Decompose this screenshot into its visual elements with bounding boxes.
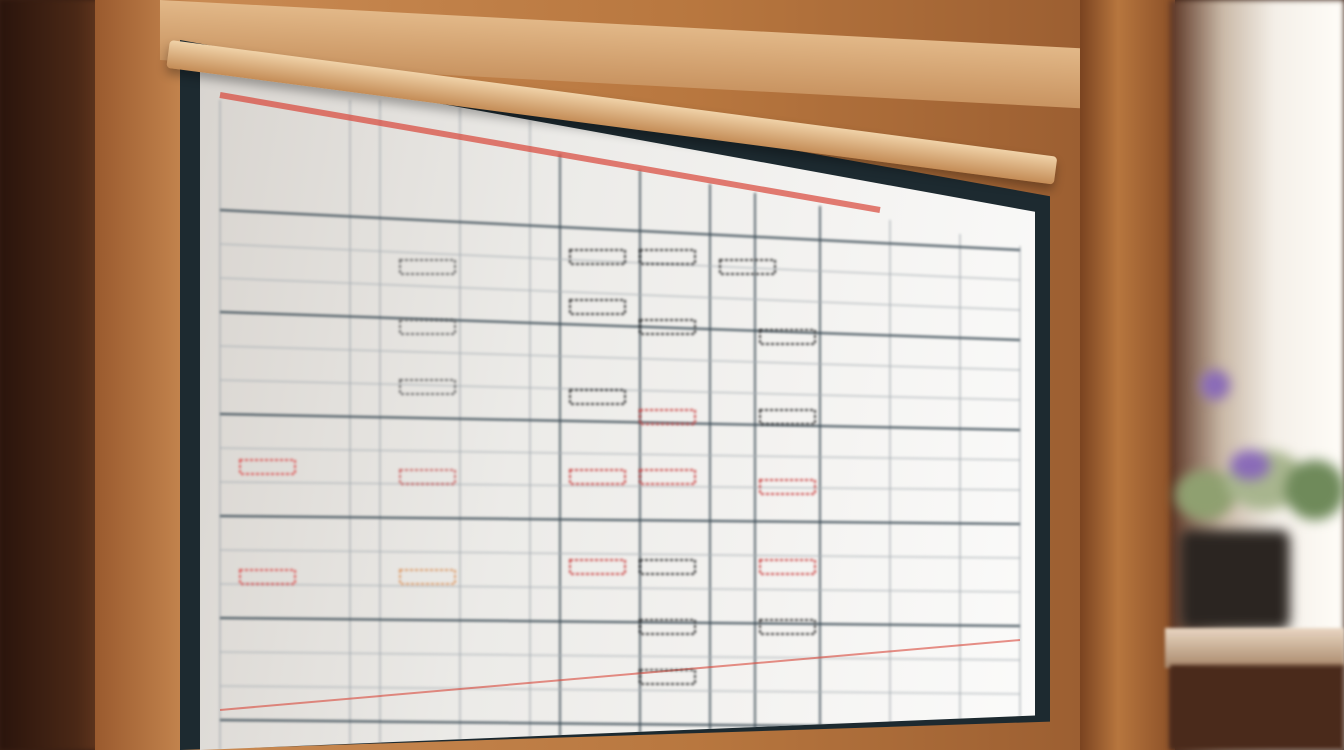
window-sill xyxy=(1165,628,1344,668)
scribble-mark xyxy=(759,619,816,635)
grid-row-line xyxy=(219,447,1021,461)
header-red-band xyxy=(219,92,881,213)
grid-row-line xyxy=(219,617,1021,627)
scribble-mark xyxy=(639,249,696,265)
dark-wall xyxy=(0,0,110,750)
grid-row-line xyxy=(219,481,1021,491)
scribble-mark xyxy=(639,319,696,335)
board-surface xyxy=(200,60,1035,750)
grid-row-line xyxy=(219,413,1021,431)
scribble-mark xyxy=(239,569,296,585)
scribble-mark xyxy=(569,299,626,315)
scribble-mark xyxy=(639,559,696,575)
scribble-mark xyxy=(759,479,816,495)
grid-lines xyxy=(219,100,1021,750)
grid-row-line xyxy=(219,549,1021,559)
scribble-mark xyxy=(399,319,456,335)
scribble-mark xyxy=(639,409,696,425)
grid-row-line xyxy=(219,685,1021,695)
scribble-mark xyxy=(569,559,626,575)
grid-row-line xyxy=(219,583,1021,593)
wooden-post xyxy=(1080,0,1175,750)
grid-row-line xyxy=(219,243,1021,281)
red-line xyxy=(219,639,1021,711)
grid-row-line xyxy=(219,651,1021,661)
scribble-mark xyxy=(399,569,456,585)
grid-row-line xyxy=(219,311,1021,341)
scribble-mark xyxy=(759,559,816,575)
grid-row-line xyxy=(219,345,1021,371)
grid-row-line xyxy=(219,515,1021,525)
handwritten-marks xyxy=(239,249,816,685)
scribble-mark xyxy=(569,249,626,265)
potted-plant xyxy=(1175,370,1344,630)
scribble-mark xyxy=(239,459,296,475)
scribble-mark xyxy=(639,669,696,685)
grid-row-line xyxy=(219,277,1021,311)
scribble-mark xyxy=(399,469,456,485)
scribble-mark xyxy=(759,329,816,345)
scribble-mark xyxy=(639,619,696,635)
scribble-mark xyxy=(639,469,696,485)
scribble-mark xyxy=(759,409,816,425)
scribble-mark xyxy=(399,379,456,395)
scribble-mark xyxy=(569,389,626,405)
scribble-mark xyxy=(719,259,776,275)
scribble-mark xyxy=(399,259,456,275)
lower-wall xyxy=(1170,665,1344,750)
grid-row-line xyxy=(219,209,1021,251)
scribble-mark xyxy=(569,469,626,485)
